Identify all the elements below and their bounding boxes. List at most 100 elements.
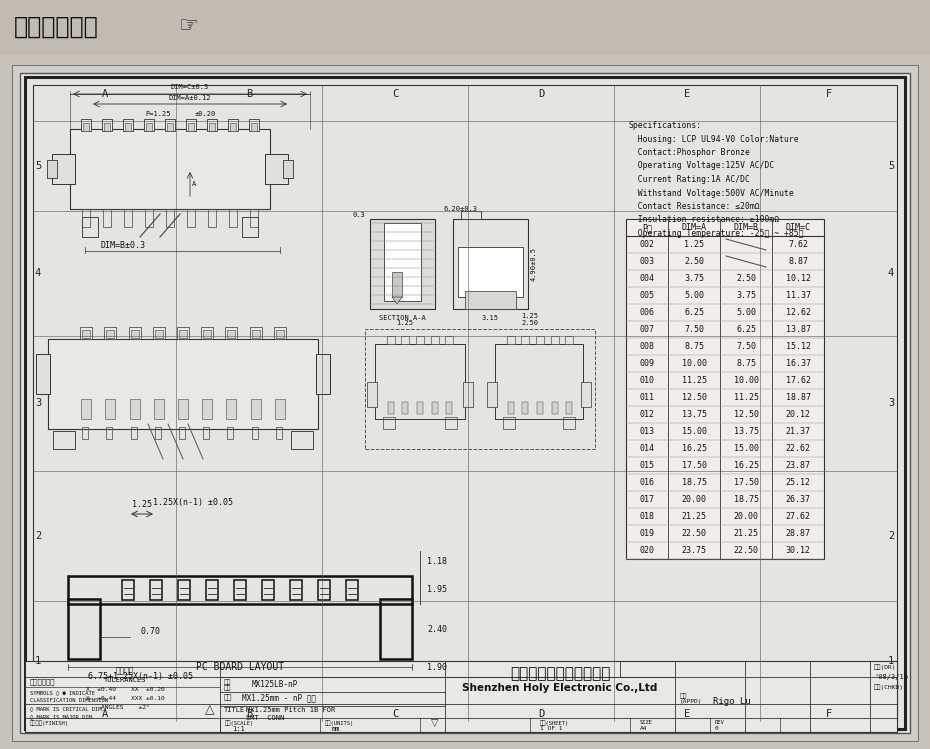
Text: 3.75: 3.75 (684, 274, 704, 283)
Text: Insulation resistance: ≥100mΩ: Insulation resistance: ≥100mΩ (628, 216, 779, 225)
Bar (33, 85, 897, 721)
Text: 003: 003 (640, 257, 655, 266)
Text: 3.15: 3.15 (482, 315, 499, 321)
Text: 标准
(APPD): 标准 (APPD) (680, 693, 702, 704)
Bar (206, 580, 218, 600)
Bar (106, 427, 113, 439)
Bar (124, 209, 132, 227)
Text: REV: REV (715, 720, 724, 725)
Text: TOLERANCES: TOLERANCES (104, 677, 146, 683)
Text: 深圳市宏利电子有限公司: 深圳市宏利电子有限公司 (510, 666, 610, 681)
Bar (453, 219, 528, 309)
Bar (375, 344, 465, 419)
Text: 比例(SCALE): 比例(SCALE) (225, 720, 254, 726)
Text: 23.75: 23.75 (682, 546, 707, 555)
Text: △: △ (206, 703, 215, 717)
Text: 0: 0 (715, 726, 719, 731)
Text: 011: 011 (640, 393, 655, 402)
Text: 019: 019 (640, 529, 655, 538)
Bar (346, 580, 358, 600)
Bar (0, 0, 930, 55)
Bar (291, 431, 313, 449)
Bar (563, 417, 575, 429)
Bar (252, 427, 258, 439)
Text: mm: mm (332, 726, 340, 732)
Text: 1.90: 1.90 (427, 663, 447, 672)
Bar (551, 336, 559, 344)
Text: 表面处理(FINISH): 表面处理(FINISH) (30, 720, 69, 726)
Text: P数: P数 (642, 223, 652, 232)
Bar (130, 330, 139, 338)
Bar (384, 223, 421, 301)
Text: 13.87: 13.87 (786, 325, 811, 334)
Text: 12.50: 12.50 (682, 393, 707, 402)
Text: 一般公差: 一般公差 (115, 666, 134, 675)
Bar (503, 417, 515, 429)
Text: 20.00: 20.00 (734, 512, 759, 521)
Text: Contact:Phosphor Bronze: Contact:Phosphor Bronze (628, 148, 750, 157)
Text: 17.50: 17.50 (734, 478, 759, 487)
Bar (565, 336, 573, 344)
Text: Rigo Lu: Rigo Lu (713, 697, 751, 706)
Bar (276, 330, 284, 338)
Text: C: C (392, 709, 398, 719)
Text: 13.75: 13.75 (734, 427, 759, 436)
Text: 2.50: 2.50 (736, 274, 756, 283)
Bar (82, 330, 90, 338)
Text: 16.25: 16.25 (734, 461, 759, 470)
Bar (252, 330, 259, 338)
Text: 2: 2 (888, 531, 894, 541)
Bar (365, 329, 595, 449)
Bar (458, 247, 523, 297)
Text: 品名: 品名 (224, 693, 232, 700)
Text: 4: 4 (35, 268, 41, 279)
Bar (80, 327, 92, 339)
Text: 3: 3 (35, 398, 41, 408)
Text: F: F (826, 89, 831, 99)
Bar (68, 576, 412, 604)
Text: 11.37: 11.37 (786, 291, 811, 300)
Text: Shenzhen Holy Electronic Co.,Ltd: Shenzhen Holy Electronic Co.,Ltd (462, 683, 658, 693)
Bar (104, 123, 110, 131)
Bar (250, 399, 260, 419)
Text: 2.50: 2.50 (684, 257, 704, 266)
Text: 3: 3 (888, 398, 894, 408)
Bar (36, 354, 50, 394)
Bar (165, 119, 175, 131)
Text: Current Rating:1A AC/DC: Current Rating:1A AC/DC (628, 175, 750, 184)
Bar (125, 123, 131, 131)
Text: 7.50: 7.50 (736, 342, 756, 351)
Text: 2.40: 2.40 (427, 625, 447, 634)
Text: Housing: LCP UL94-V0 Color:Nature: Housing: LCP UL94-V0 Color:Nature (628, 135, 799, 144)
Bar (48, 339, 318, 429)
Bar (20, 73, 910, 733)
Text: PC BOARD LAYOUT: PC BOARD LAYOUT (196, 662, 284, 672)
Text: E: E (684, 89, 690, 99)
Text: 11.25: 11.25 (682, 376, 707, 385)
Bar (203, 330, 211, 338)
Bar (25, 77, 905, 729)
Bar (153, 399, 164, 419)
Text: 12.50: 12.50 (734, 410, 759, 419)
Text: 015: 015 (640, 461, 655, 470)
Text: 检验尺寸标示: 检验尺寸标示 (30, 679, 56, 685)
Text: 008: 008 (640, 342, 655, 351)
Text: 16.25: 16.25 (682, 444, 707, 453)
Bar (70, 129, 270, 209)
Text: 1 OF 1: 1 OF 1 (540, 726, 563, 731)
Text: ▽: ▽ (432, 718, 439, 728)
Bar (47, 160, 57, 178)
Text: 1.95: 1.95 (427, 586, 447, 595)
Bar (226, 399, 236, 419)
Bar (465, 291, 516, 309)
Text: 7.50: 7.50 (684, 325, 704, 334)
Text: 15.00: 15.00 (682, 427, 707, 436)
Text: MX1.25mm - nP 立贴: MX1.25mm - nP 立贴 (242, 693, 316, 702)
Bar (250, 209, 258, 227)
Text: 审核(CHKD): 审核(CHKD) (874, 684, 904, 690)
Bar (230, 123, 236, 131)
Bar (522, 336, 529, 344)
Text: 22.50: 22.50 (682, 529, 707, 538)
Text: D: D (538, 709, 544, 719)
Text: 8.75: 8.75 (736, 359, 756, 368)
